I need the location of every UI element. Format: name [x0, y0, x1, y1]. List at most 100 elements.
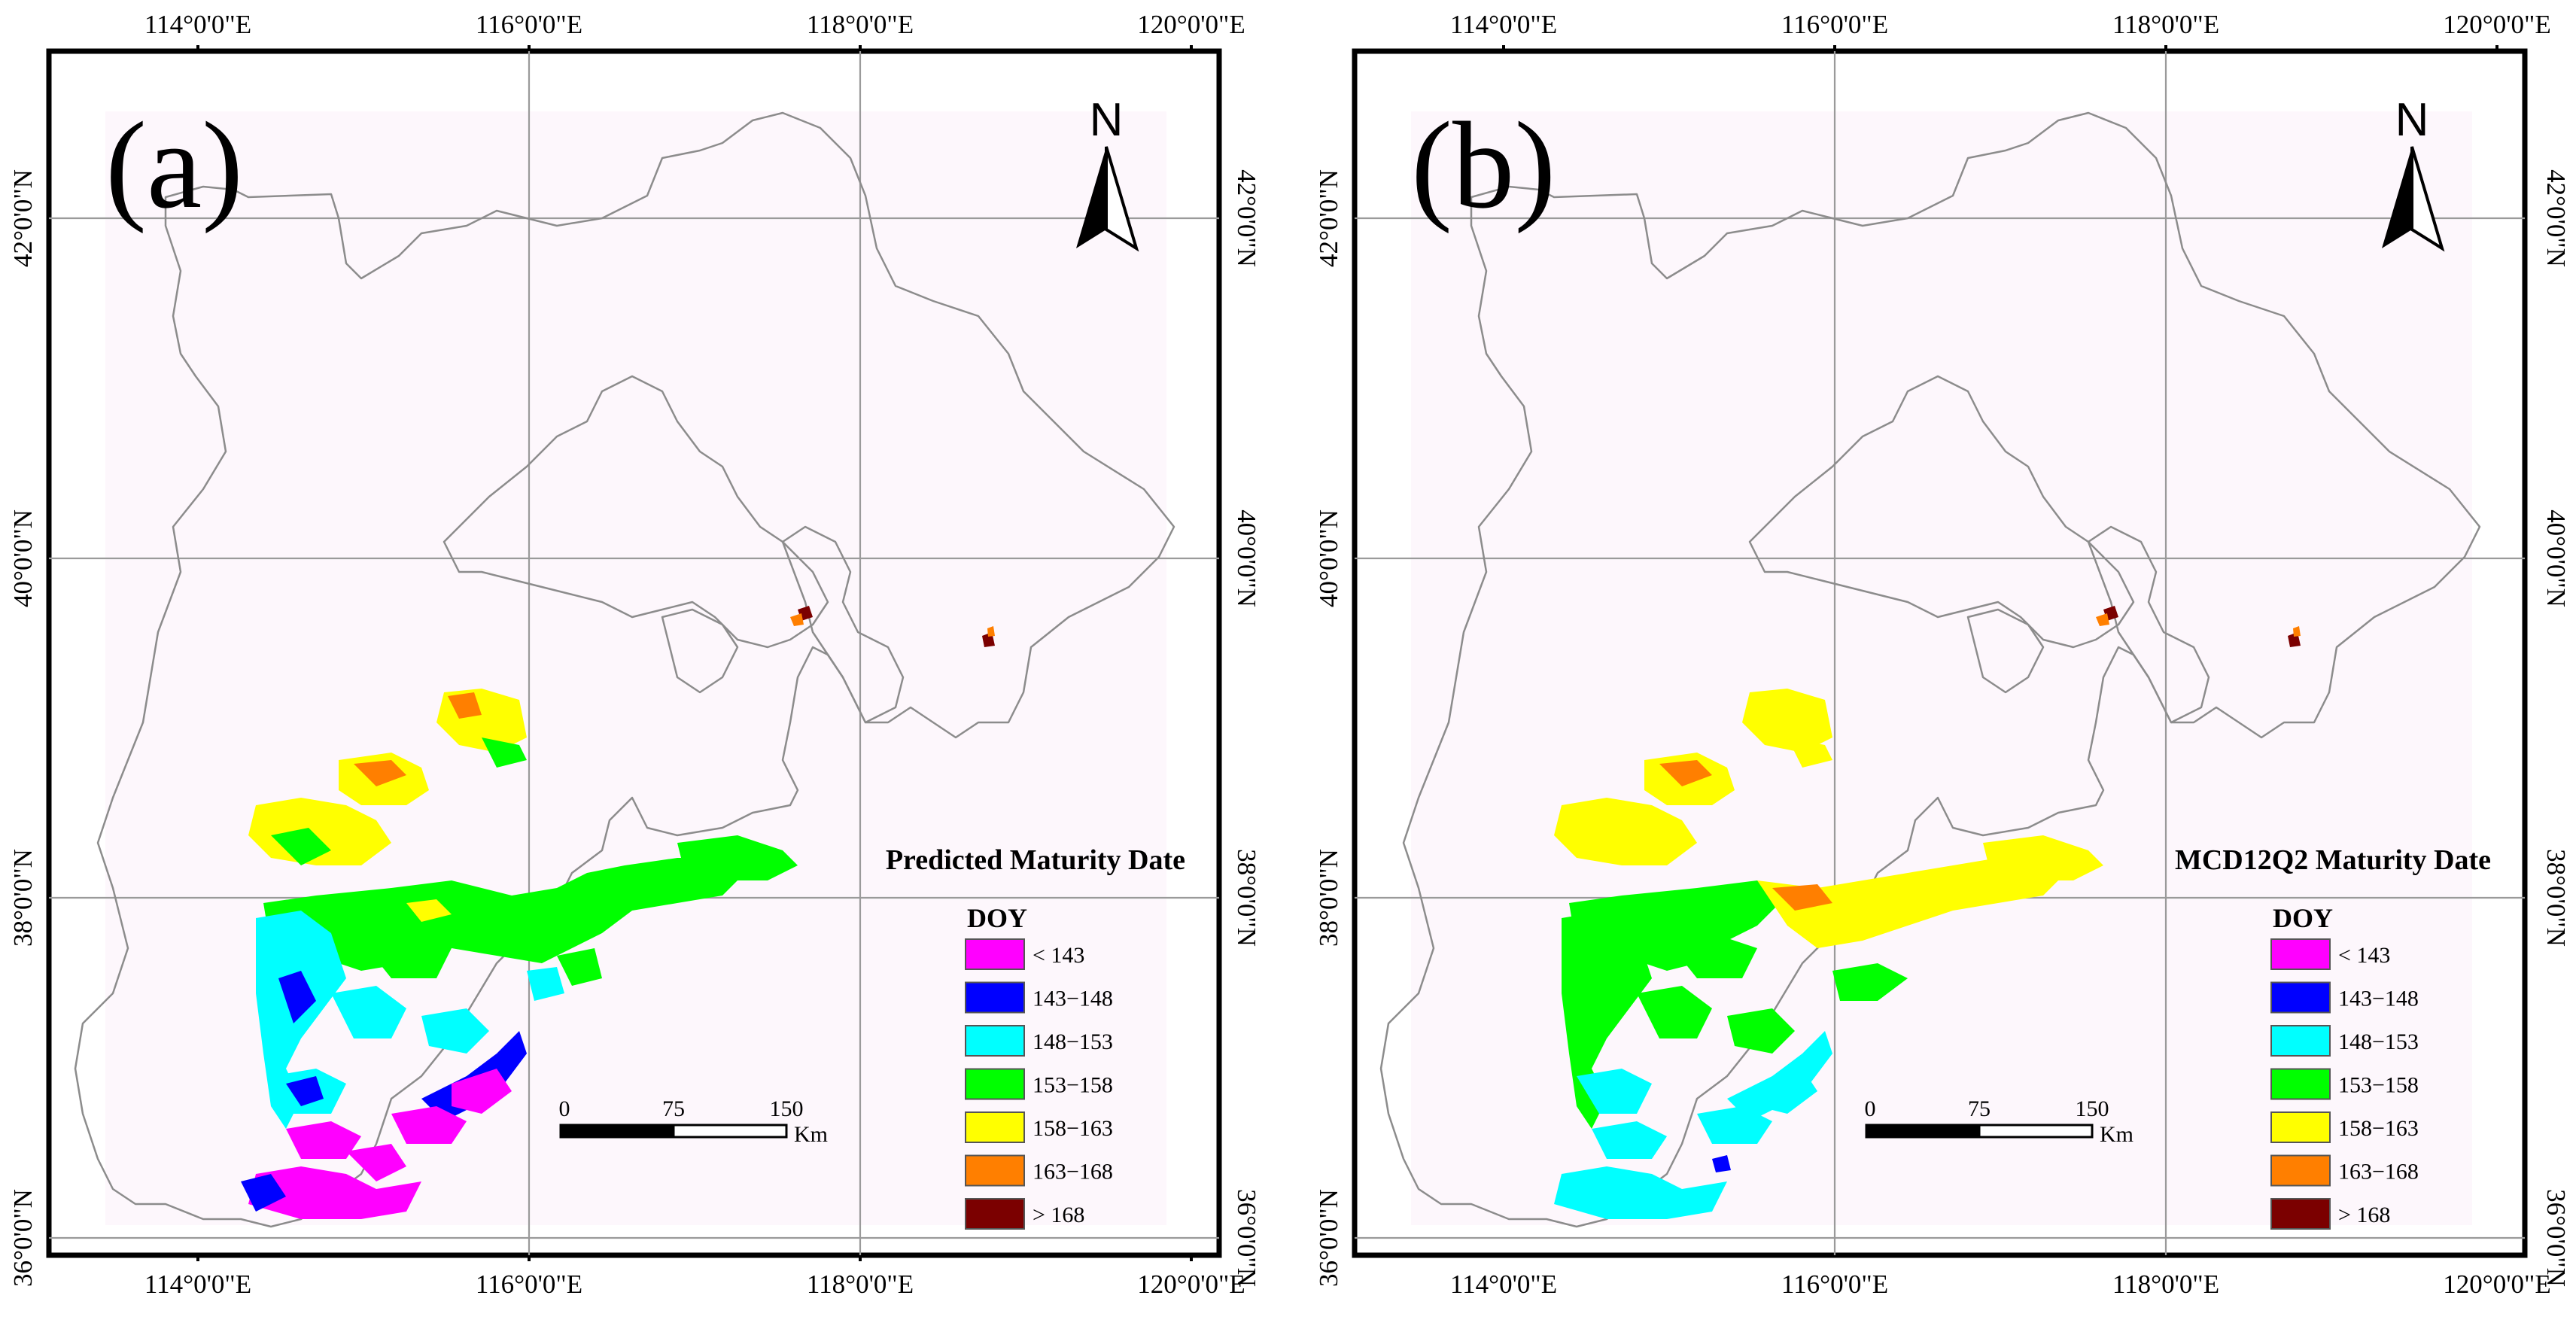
- legend-swatch: [965, 1154, 1025, 1187]
- legend-swatch: [2270, 1025, 2331, 1057]
- lat-labels-right-b: 36°0'0"N 38°0'0"N 40°0'0"N 42°0'0"N: [2541, 169, 2571, 1287]
- legend-a: DOY < 143 143−148 148−153 153−158 158−163 163…: [965, 903, 1113, 1230]
- lon-label: 114°0'0"E: [1450, 1270, 1557, 1299]
- lat-label: 36°0'0"N: [1314, 1189, 1343, 1287]
- legend-items-a: < 143 143−148 148−153 153−158 158−163 163−168…: [965, 938, 1113, 1230]
- lon-label: 118°0'0"E: [2112, 10, 2219, 39]
- legend-swatch: [2270, 981, 2331, 1014]
- legend-label: > 168: [1033, 1203, 1084, 1227]
- lon-label: 120°0'0"E: [2443, 1270, 2550, 1299]
- legend-label: 148−153: [1033, 1029, 1113, 1054]
- north-arrow-icon: N: [1076, 94, 1139, 252]
- lon-label: 118°0'0"E: [807, 10, 914, 39]
- scale-label: 0: [559, 1096, 570, 1121]
- north-arrow-icon: N: [2382, 94, 2445, 252]
- legend-swatch: [2270, 1068, 2331, 1100]
- lat-labels-left-a: 36°0'0"N 38°0'0"N 40°0'0"N 42°0'0"N: [8, 169, 38, 1287]
- scale-bar-a: 0 75 150 Km: [559, 1096, 829, 1147]
- legend-swatch: [965, 981, 1025, 1014]
- lat-label: 36°0'0"N: [2541, 1189, 2571, 1287]
- legend-swatch: [2270, 938, 2331, 970]
- lon-label: 114°0'0"E: [1450, 10, 1557, 39]
- map-content-a: [74, 111, 1175, 1228]
- lon-label: 116°0'0"E: [476, 10, 582, 39]
- lon-label: 116°0'0"E: [1781, 1270, 1888, 1299]
- scale-label: 150: [770, 1096, 804, 1121]
- scale-bar-b: 0 75 150 Km: [1865, 1096, 2134, 1147]
- lat-label: 40°0'0"N: [1232, 509, 1261, 607]
- legend-label: > 168: [2338, 1203, 2390, 1227]
- legend-label: 158−163: [1033, 1116, 1113, 1141]
- map-frame-b: [1352, 48, 2528, 1258]
- scale-label: 75: [1968, 1096, 1991, 1121]
- panel-label-b: (b): [1411, 96, 1556, 234]
- map-content-b: [1379, 111, 2481, 1228]
- lat-label: 38°0'0"N: [1314, 849, 1343, 947]
- north-label: N: [2395, 94, 2429, 146]
- legend-b: DOY < 143 143−148 148−153 153−158 158−163 163…: [2270, 903, 2419, 1230]
- lat-labels-right-a: 36°0'0"N 38°0'0"N 40°0'0"N 42°0'0"N: [1232, 169, 1261, 1287]
- map-frame-a: [46, 48, 1222, 1258]
- panel-label-a: (a): [105, 96, 243, 234]
- lat-label: 36°0'0"N: [1232, 1189, 1261, 1287]
- legend-swatch: [2270, 1154, 2331, 1187]
- scale-label: 75: [662, 1096, 685, 1121]
- lat-label: 42°0'0"N: [1314, 169, 1343, 267]
- lon-label: 114°0'0"E: [144, 1270, 251, 1299]
- crop-pixels-b: [1554, 606, 2301, 1219]
- legend-label: 143−148: [1033, 987, 1113, 1011]
- lon-label: 116°0'0"E: [1781, 10, 1888, 39]
- lon-label: 120°0'0"E: [1137, 10, 1245, 39]
- legend-label: 158−163: [2338, 1116, 2419, 1141]
- legend-swatch: [965, 938, 1025, 970]
- legend-label: 153−158: [2338, 1073, 2419, 1098]
- map-title-a: Predicted Maturity Date: [886, 844, 1185, 876]
- lat-label: 42°0'0"N: [8, 169, 38, 267]
- lat-label: 42°0'0"N: [1232, 169, 1261, 267]
- graticule-b: [1355, 51, 2525, 1255]
- lon-label: 116°0'0"E: [476, 1270, 582, 1299]
- lon-labels-top-b: 114°0'0"E 116°0'0"E 118°0'0"E 120°0'0"E: [1450, 10, 2551, 51]
- scale-label: 150: [2076, 1096, 2109, 1121]
- legend-swatch: [965, 1068, 1025, 1100]
- legend-items-b: < 143 143−148 148−153 153−158 158−163 163−168…: [2270, 938, 2419, 1230]
- lat-labels-left-b: 36°0'0"N 38°0'0"N 40°0'0"N 42°0'0"N: [1314, 169, 1343, 1287]
- legend-swatch: [965, 1111, 1025, 1143]
- scale-label: 0: [1865, 1096, 1876, 1121]
- lon-label: 114°0'0"E: [144, 10, 251, 39]
- lat-label: 40°0'0"N: [1314, 509, 1343, 607]
- lon-label: 118°0'0"E: [807, 1270, 914, 1299]
- lat-label: 36°0'0"N: [8, 1189, 38, 1287]
- lon-labels-bottom-a: 114°0'0"E 116°0'0"E 118°0'0"E 120°0'0"E: [144, 1255, 1245, 1299]
- lat-label: 40°0'0"N: [2541, 509, 2571, 607]
- legend-title: DOY: [2273, 903, 2333, 933]
- legend-title: DOY: [967, 903, 1027, 933]
- legend-label: < 143: [1033, 943, 1084, 968]
- lat-label: 38°0'0"N: [2541, 849, 2571, 947]
- legend-swatch: [965, 1198, 1025, 1230]
- lon-label: 120°0'0"E: [1137, 1270, 1245, 1299]
- map-title-b: MCD12Q2 Maturity Date: [2175, 844, 2491, 876]
- legend-label: 153−158: [1033, 1073, 1113, 1098]
- legend-label: 163−168: [1033, 1160, 1113, 1184]
- lon-label: 118°0'0"E: [2112, 1270, 2219, 1299]
- north-label: N: [1090, 94, 1124, 146]
- lon-label: 120°0'0"E: [2443, 10, 2550, 39]
- legend-label: 148−153: [2338, 1029, 2419, 1054]
- scale-unit: Km: [794, 1122, 828, 1147]
- legend-swatch: [2270, 1111, 2331, 1143]
- scale-unit: Km: [2100, 1122, 2133, 1147]
- lon-labels-top-a: 114°0'0"E 116°0'0"E 118°0'0"E 120°0'0"E: [144, 10, 1245, 51]
- legend-label: 163−168: [2338, 1160, 2419, 1184]
- crop-pixels-a: [241, 606, 995, 1219]
- legend-label: < 143: [2338, 943, 2390, 968]
- lat-label: 38°0'0"N: [8, 849, 38, 947]
- legend-label: 143−148: [2338, 987, 2419, 1011]
- legend-swatch: [2270, 1198, 2331, 1230]
- lat-label: 42°0'0"N: [2541, 169, 2571, 267]
- legend-swatch: [965, 1025, 1025, 1057]
- lat-label: 40°0'0"N: [8, 509, 38, 607]
- lon-labels-bottom-b: 114°0'0"E 116°0'0"E 118°0'0"E 120°0'0"E: [1450, 1270, 2551, 1299]
- lat-label: 38°0'0"N: [1232, 849, 1261, 947]
